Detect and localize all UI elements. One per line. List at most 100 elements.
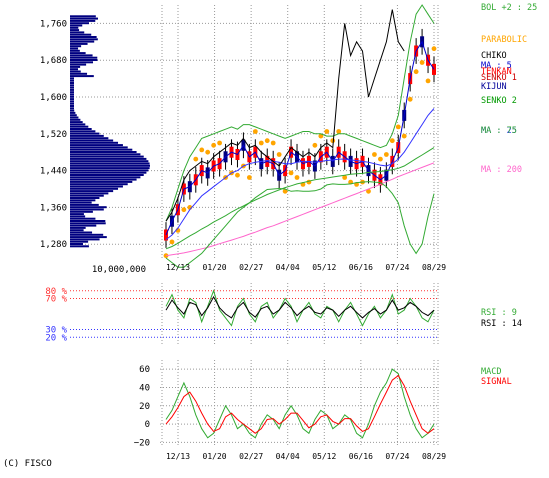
price-legend-entry: SENKO 2 (481, 96, 517, 106)
parabolic-dot (235, 172, 240, 178)
volume-bar (70, 201, 92, 204)
volume-bar (70, 59, 98, 61)
parabolic-dot (425, 78, 431, 84)
price-legend-entry: MA : 200 (481, 165, 522, 175)
volume-bar (70, 19, 96, 22)
volume-bar (70, 148, 133, 151)
volume-bar (70, 160, 149, 163)
x-tick-label: 01/20 (203, 263, 227, 272)
x-tick-label: 02/27 (239, 452, 263, 461)
axis-labels: 12/13 12/13 01/20 01/20 02/27 02/27 04/04 04/04… (40, 19, 446, 461)
price-series-line (165, 9, 405, 222)
price-legend-entry: KIJUN (481, 82, 507, 92)
rsi-lines (165, 289, 435, 327)
volume-bar (70, 93, 74, 96)
y-tick-label: 1,280 (40, 240, 67, 250)
macd-legend-entry: MACD (481, 367, 501, 377)
parabolic-dot (342, 175, 348, 180)
volume-bar (70, 157, 147, 160)
volume-bar (70, 22, 90, 25)
volume-bar (70, 88, 74, 91)
y-tick-label: 1,600 (40, 93, 67, 103)
parabolic-dot (169, 239, 175, 245)
rsi-tick-label: 30 % (45, 326, 67, 336)
parabolic-dot (193, 156, 199, 162)
x-tick-label: 12/13 (166, 263, 190, 272)
volume-bar (70, 38, 98, 41)
y-tick-label: 1,760 (40, 19, 67, 29)
volume-bar (70, 141, 119, 144)
volume-bar (70, 40, 95, 43)
volume-bar (70, 171, 147, 174)
price-legend-entry: CHIKO (481, 51, 507, 61)
volume-bar (70, 75, 94, 78)
parabolic-dot (258, 140, 264, 146)
parabolic-dot (264, 138, 270, 144)
macd-tick-label: −20 (134, 438, 150, 448)
volume-bar (70, 114, 77, 117)
x-tick-label: 08/29 (422, 452, 446, 461)
volume-bar (70, 192, 109, 195)
parabolic-dot (270, 140, 276, 146)
volume-bar (70, 109, 75, 112)
signal-line (165, 374, 435, 434)
x-tick-label: 12/13 (166, 452, 190, 461)
volume-bar (70, 208, 104, 211)
parabolic-dot (276, 152, 282, 157)
price-legend-entry: MA : 75 (481, 126, 517, 136)
volume-bar (70, 105, 74, 107)
volume-bar (70, 56, 98, 59)
volume-bar (70, 153, 141, 156)
volume-bar (70, 169, 149, 172)
volume-bar (70, 33, 92, 36)
volume-bar (70, 91, 74, 94)
volume-bar (70, 111, 76, 114)
volume-bar (70, 24, 83, 27)
parabolic-dot (318, 133, 324, 139)
volume-bar (70, 229, 84, 232)
y-tick-label: 1,520 (40, 130, 67, 140)
volume-bar (70, 128, 92, 130)
volume-bar (70, 144, 123, 147)
volume-bar (70, 98, 74, 101)
parabolic-dot (211, 142, 217, 148)
volume-bar (70, 178, 137, 181)
rsi9-line (165, 289, 435, 327)
parabolic-dot (383, 152, 389, 157)
volume-bar (70, 215, 86, 218)
price-legend-entry: SENKO 1 (481, 73, 517, 83)
parabolic-dot (407, 96, 413, 102)
volume-bar (70, 190, 114, 193)
volume-bar (70, 180, 133, 183)
bollinger-lower-line (165, 181, 435, 268)
volume-bar (70, 29, 80, 32)
volume-bar (70, 231, 93, 234)
volume-bar (70, 52, 86, 55)
volume-bar (70, 245, 89, 248)
parabolic-dot (378, 156, 383, 162)
parabolic-dot (205, 149, 211, 155)
volume-bar (70, 210, 93, 213)
volume-bar (70, 100, 74, 103)
price-series-line (165, 108, 435, 240)
price-legend-entry: TENKAN (481, 67, 512, 77)
parabolic-dot (413, 69, 419, 75)
volume-bar (70, 130, 96, 133)
volume-bar (70, 79, 74, 82)
parabolic-dot (431, 46, 437, 52)
volume-bar (70, 134, 104, 137)
volume-bar (70, 224, 97, 227)
x-tick-label: 07/24 (385, 263, 409, 272)
volume-bar (70, 197, 100, 199)
volume-bar (70, 49, 80, 52)
y-tick-label: 1,360 (40, 203, 67, 213)
volume-bar (70, 77, 74, 80)
volume-bar (70, 213, 84, 216)
volume-bar (70, 70, 81, 73)
rsi-legend-entry: RSI : 9 (481, 308, 517, 318)
rsi14-line (165, 295, 435, 319)
parabolic-dot (336, 129, 342, 134)
volume-bar (70, 102, 74, 105)
parabolic-dot (199, 147, 205, 153)
